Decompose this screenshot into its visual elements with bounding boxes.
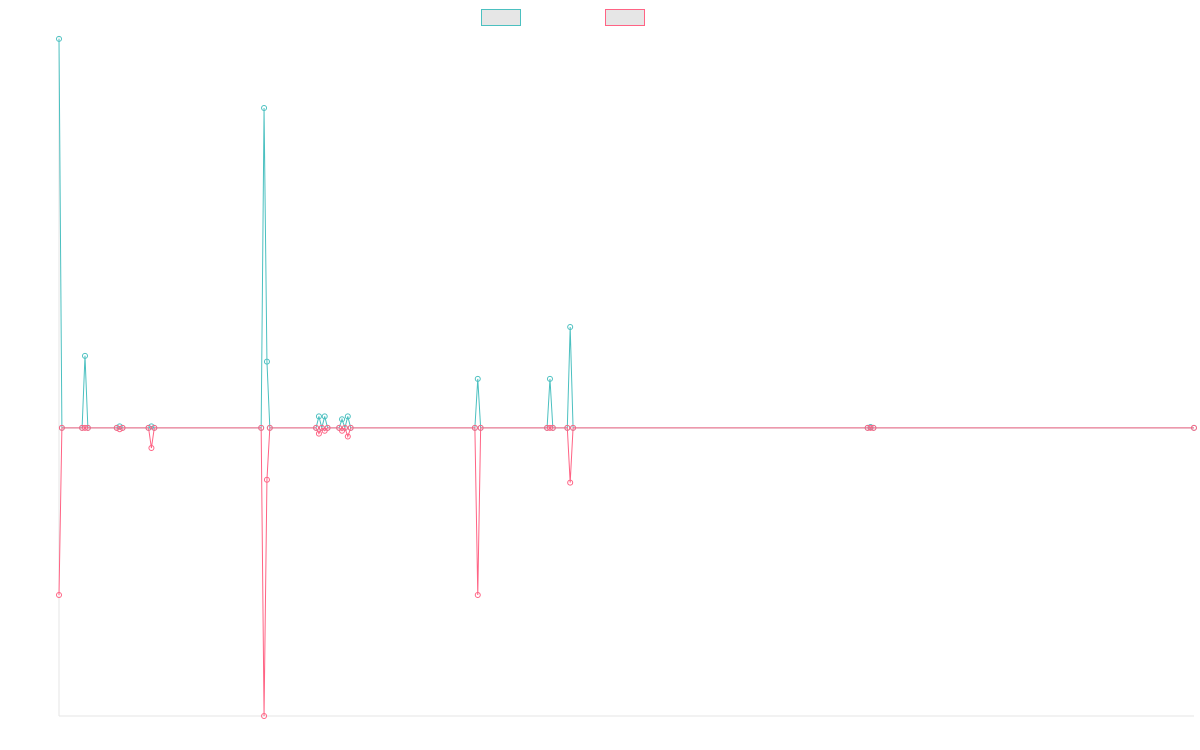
series-2-point[interactable]: [324, 424, 331, 431]
series-2-point[interactable]: [113, 424, 120, 431]
series-2-point[interactable]: [471, 424, 478, 431]
series-2-point[interactable]: [315, 430, 322, 437]
series-1-point[interactable]: [116, 423, 123, 430]
series-2-point[interactable]: [145, 424, 152, 431]
series-2-point[interactable]: [58, 424, 65, 431]
series-1-point[interactable]: [81, 352, 88, 359]
axes: [58, 36, 1194, 717]
series-2-point[interactable]: [81, 424, 88, 431]
series-2-point[interactable]: [56, 591, 62, 598]
series-1-line: [58, 38, 1194, 430]
series-2-point[interactable]: [1191, 424, 1197, 431]
series-2-point[interactable]: [564, 424, 571, 431]
series-2-point[interactable]: [258, 424, 265, 431]
marker-layer: [56, 35, 1197, 719]
series-1-point[interactable]: [56, 35, 62, 42]
series-1-point[interactable]: [263, 358, 270, 365]
series-2-point[interactable]: [261, 713, 268, 719]
series-1-point[interactable]: [261, 105, 268, 112]
series-2-point[interactable]: [84, 424, 91, 431]
series-2-point[interactable]: [544, 424, 551, 431]
series-2-point[interactable]: [567, 479, 574, 486]
series-1-point[interactable]: [315, 413, 322, 420]
series-2-point[interactable]: [570, 424, 577, 431]
legend-swatch-2[interactable]: [605, 9, 645, 26]
series-1-point[interactable]: [339, 416, 346, 423]
series-2-point[interactable]: [151, 424, 158, 431]
series-layer: [58, 38, 1194, 717]
series-2-point[interactable]: [549, 424, 556, 431]
series-2-point[interactable]: [266, 424, 273, 431]
series-1-point[interactable]: [546, 375, 553, 382]
series-2-point[interactable]: [79, 424, 86, 431]
series-2-point[interactable]: [313, 424, 320, 431]
series-1-point[interactable]: [148, 423, 155, 430]
series-2-point[interactable]: [477, 424, 484, 431]
series-2-line: [58, 426, 1194, 717]
series-2-point[interactable]: [148, 445, 155, 452]
series-1-point[interactable]: [344, 413, 351, 420]
legend-swatch-1[interactable]: [481, 9, 521, 26]
series-2-point[interactable]: [347, 424, 354, 431]
series-2-point[interactable]: [344, 433, 351, 440]
series-1-point[interactable]: [321, 413, 328, 420]
series-2-point[interactable]: [263, 476, 270, 483]
series-2-point[interactable]: [864, 424, 871, 431]
series-2-point[interactable]: [474, 591, 481, 598]
series-2-point[interactable]: [870, 424, 877, 431]
legend: [481, 9, 645, 26]
series-2-point[interactable]: [119, 424, 126, 431]
series-2-point[interactable]: [116, 426, 123, 433]
series-2-point[interactable]: [546, 424, 553, 431]
series-2-point[interactable]: [867, 424, 874, 431]
series-1-point[interactable]: [474, 375, 481, 382]
series-1-point[interactable]: [567, 324, 574, 331]
series-2-point[interactable]: [341, 424, 348, 431]
